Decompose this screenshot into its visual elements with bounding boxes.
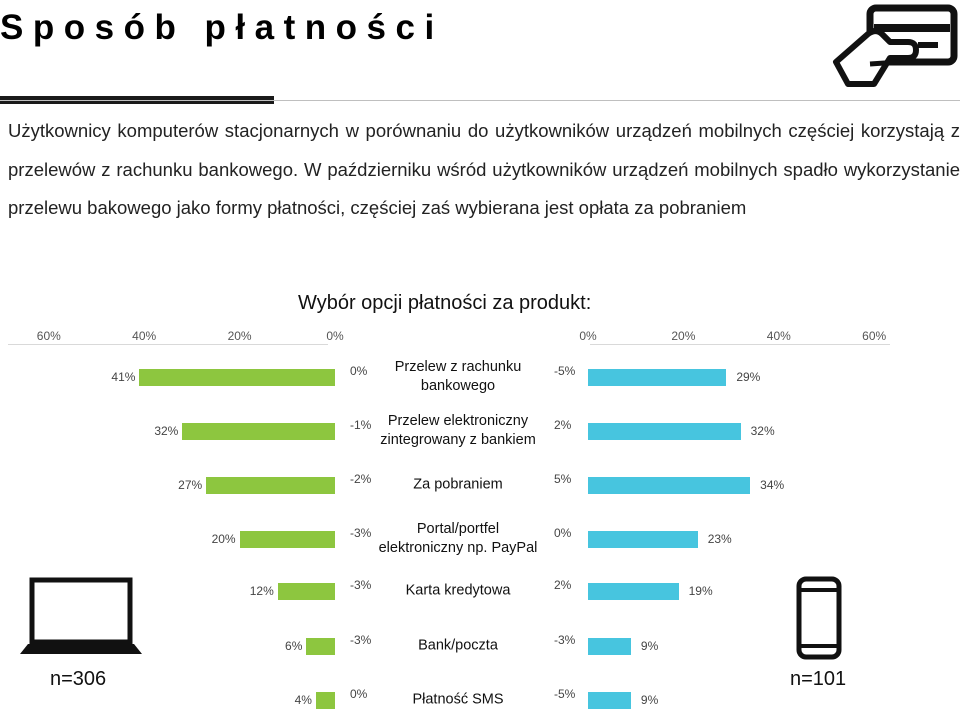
category-label: Karta kredytowa xyxy=(405,582,511,599)
mobile-value-label: 9% xyxy=(640,693,659,707)
mobile-bar xyxy=(588,531,698,548)
desktop-value-label: 20% xyxy=(211,532,236,546)
desktop-change-label: -3% xyxy=(350,578,372,592)
desktop-bar xyxy=(139,369,335,386)
left-axis-tick: 20% xyxy=(227,329,252,343)
mobile-bar xyxy=(588,369,727,386)
desktop-sample-size: n=306 xyxy=(50,668,107,690)
right-axis-tick: 0% xyxy=(579,329,597,343)
category-label: Bank/poczta xyxy=(418,637,498,654)
right-axis-tick: 60% xyxy=(862,329,887,343)
desktop-bar xyxy=(315,692,335,709)
mobile-bar xyxy=(588,423,741,440)
desktop-change-label: 0% xyxy=(350,687,368,701)
category-label: Płatność SMS xyxy=(412,691,504,708)
mobile-change-label: 5% xyxy=(554,472,572,486)
mobile-value-label: 34% xyxy=(760,478,785,492)
mobile-value-label: 29% xyxy=(736,370,761,384)
desktop-value-label: 12% xyxy=(249,584,274,598)
left-axis-tick: 60% xyxy=(36,329,61,343)
desktop-change-label: -1% xyxy=(350,418,372,432)
mobile-value-label: 32% xyxy=(750,424,775,438)
mobile-value-label: 23% xyxy=(707,532,732,546)
right-axis-tick: 20% xyxy=(671,329,696,343)
desktop-bar xyxy=(182,423,335,440)
mobile-value-label: 19% xyxy=(688,584,713,598)
desktop-value-label: 27% xyxy=(178,478,203,492)
desktop-value-label: 41% xyxy=(111,370,136,384)
mobile-sample-size: n=101 xyxy=(790,668,847,690)
desktop-value-label: 32% xyxy=(154,424,179,438)
description-text: Użytkownicy komputerów stacjonarnych w p… xyxy=(8,120,960,218)
category-label: Portal/portfel elektroniczny np. PayPal xyxy=(378,521,538,556)
left-axis-tick: 40% xyxy=(132,329,157,343)
desktop-change-label: 0% xyxy=(350,364,368,378)
category-label: Za pobraniem xyxy=(413,476,503,493)
desktop-value-label: 6% xyxy=(285,639,303,653)
page-title: Sposób płatności xyxy=(0,8,444,47)
mobile-value-label: 9% xyxy=(640,639,659,653)
category-label: Przelew elektroniczny zintegrowany z ban… xyxy=(380,413,536,448)
mobile-change-label: -5% xyxy=(554,687,576,701)
title-rule xyxy=(0,100,960,101)
desktop-bar xyxy=(206,477,335,494)
desktop-value-label: 4% xyxy=(294,693,312,707)
mobile-change-label: -5% xyxy=(554,364,576,378)
mobile-change-label: 2% xyxy=(554,418,572,432)
mobile-change-label: -3% xyxy=(554,633,576,647)
mobile-bar xyxy=(588,638,631,655)
mobile-bar xyxy=(588,692,631,709)
category-label: Przelew z rachunku bankowego xyxy=(394,359,522,394)
smartphone-icon xyxy=(796,576,842,660)
mobile-bar xyxy=(588,477,751,494)
hand-with-card-icon xyxy=(830,2,960,94)
desktop-change-label: -3% xyxy=(350,633,372,647)
right-axis-tick: 40% xyxy=(766,329,791,343)
mobile-change-label: 2% xyxy=(554,578,572,592)
chart-title: Wybór opcji płatności za produkt: xyxy=(298,292,592,314)
desktop-change-label: -2% xyxy=(350,472,372,486)
desktop-change-label: -3% xyxy=(350,526,372,540)
mobile-bar xyxy=(588,583,679,600)
desktop-bar xyxy=(306,638,335,655)
mobile-change-label: 0% xyxy=(554,526,572,540)
axis-separator-right xyxy=(590,344,890,345)
desktop-bar xyxy=(239,531,335,548)
laptop-icon xyxy=(18,576,144,660)
axis-separator-left xyxy=(8,344,328,345)
left-axis-tick: 0% xyxy=(326,329,344,343)
desktop-bar xyxy=(277,583,335,600)
